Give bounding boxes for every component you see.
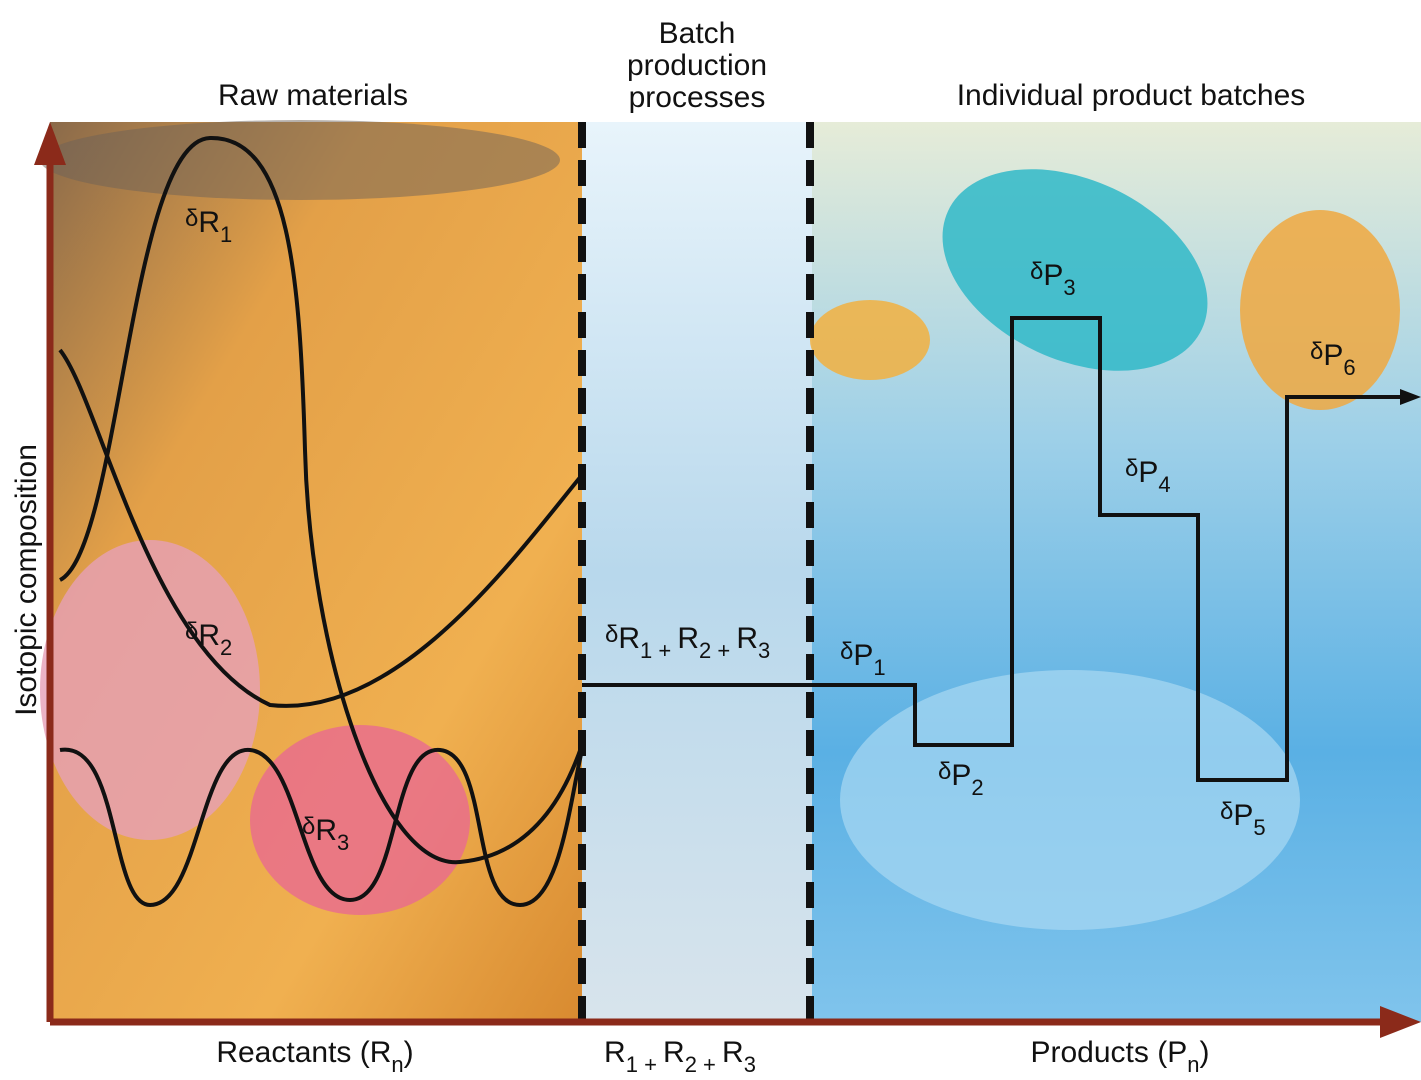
subscript: 6 xyxy=(1343,355,1355,380)
label-run: R xyxy=(663,1036,685,1069)
photo-detail xyxy=(1240,210,1400,410)
photo-detail xyxy=(810,300,930,380)
y-axis-label: Isotopic composition xyxy=(10,444,43,716)
label-run: P xyxy=(1043,259,1063,292)
header-middle: Batch xyxy=(659,17,736,50)
label-run: R xyxy=(604,1036,626,1069)
subscript: 1 xyxy=(220,222,232,247)
header-middle: processes xyxy=(629,81,766,114)
header-middle: production xyxy=(627,49,767,82)
subscript: 3 xyxy=(744,1052,756,1077)
label-run: P xyxy=(1323,339,1343,372)
x-axis-label: Reactants (Rn) xyxy=(216,1036,413,1077)
label-run: δ xyxy=(1310,338,1323,365)
label-run: δ xyxy=(840,638,853,665)
label-run: R xyxy=(677,622,699,655)
label-run: R xyxy=(722,1036,744,1069)
subscript: 3 xyxy=(758,638,770,663)
subscript: 1 xyxy=(873,655,885,680)
subscript: 1 + xyxy=(640,638,677,663)
subscript: 2 + xyxy=(699,638,736,663)
subscript: 2 xyxy=(220,635,232,660)
photo-detail xyxy=(40,120,560,200)
header-right: Individual product batches xyxy=(957,79,1306,112)
label-run: δ xyxy=(302,813,315,840)
label-run: P xyxy=(1233,799,1253,832)
label-run: Reactants (R xyxy=(216,1036,391,1069)
label-run: R xyxy=(198,206,220,239)
label-run: R xyxy=(736,622,758,655)
x-axis-label: R1 + R2 + R3 xyxy=(604,1036,756,1077)
label-run: δ xyxy=(185,205,198,232)
label-run: R xyxy=(198,619,220,652)
label-run: R xyxy=(618,622,640,655)
label-run: P xyxy=(951,759,971,792)
label-run: P xyxy=(853,639,873,672)
diagram: Raw materials Batch production processes… xyxy=(0,0,1421,1080)
label-run: δ xyxy=(938,758,951,785)
subscript: 3 xyxy=(337,830,349,855)
photo-detail xyxy=(40,540,260,840)
subscript: 2 xyxy=(971,775,983,800)
subscript: 4 xyxy=(1158,472,1170,497)
process-photo xyxy=(582,122,812,1022)
label-run: ) xyxy=(1199,1036,1209,1069)
label-run: Products (P xyxy=(1031,1036,1188,1069)
subscript: n xyxy=(391,1052,403,1077)
subscript: 1 + xyxy=(626,1052,663,1077)
x-axis-label: Products (Pn) xyxy=(1031,1036,1210,1077)
label-run: R xyxy=(315,814,337,847)
label-run: δ xyxy=(1125,455,1138,482)
label-run: ) xyxy=(404,1036,414,1069)
label-run: δ xyxy=(605,621,618,648)
label-run: δ xyxy=(1030,258,1043,285)
subscript: 5 xyxy=(1253,815,1265,840)
label-run: P xyxy=(1138,456,1158,489)
label-run: δ xyxy=(1220,798,1233,825)
subscript: n xyxy=(1187,1052,1199,1077)
subscript: 2 + xyxy=(685,1052,722,1077)
label-run: δ xyxy=(185,618,198,645)
subscript: 3 xyxy=(1063,275,1075,300)
header-left: Raw materials xyxy=(218,79,408,112)
